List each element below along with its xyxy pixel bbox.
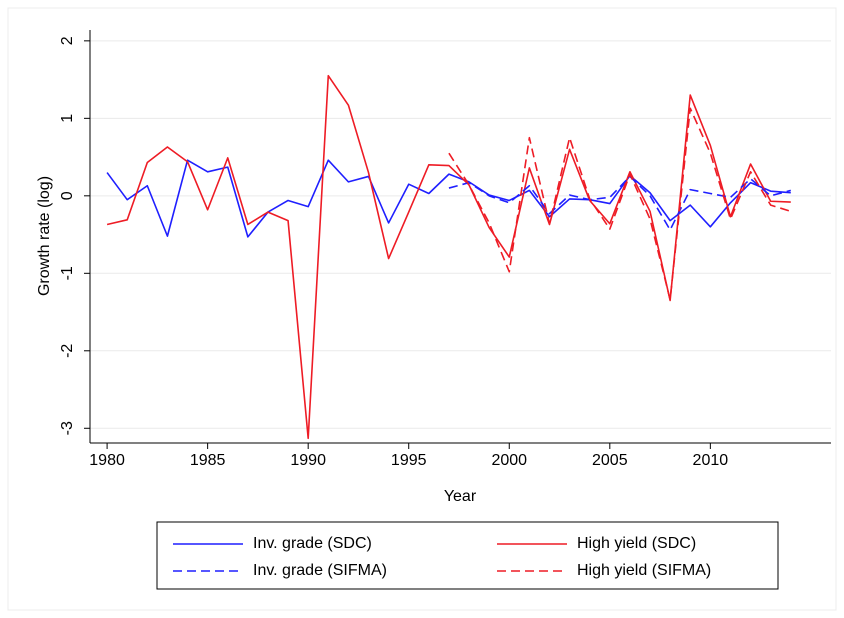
- legend-box: [156, 521, 779, 590]
- series-line: [106, 159, 791, 238]
- x-tick-label: 1995: [391, 452, 427, 469]
- series-line: [448, 175, 791, 231]
- x-tick-label: 2000: [491, 452, 527, 469]
- y-tick-label: -3: [59, 421, 76, 435]
- y-tick-label: -1: [59, 266, 76, 280]
- x-tick-label: 2010: [693, 452, 729, 469]
- x-axis-title: Year: [444, 488, 477, 505]
- y-tick-label: 0: [59, 191, 76, 200]
- x-tick-label: 1990: [290, 452, 326, 469]
- series-line: [448, 107, 792, 301]
- y-tick-label: 2: [59, 36, 76, 45]
- x-tick-label: 1980: [89, 452, 125, 469]
- legend-label: Inv. grade (SIFMA): [253, 562, 387, 579]
- y-tick-label: -2: [59, 344, 76, 358]
- legend-label: High yield (SDC): [577, 535, 696, 552]
- y-tick-label: 1: [59, 114, 76, 123]
- legend-label: High yield (SIFMA): [577, 562, 711, 579]
- graph-frame: [7, 7, 837, 611]
- y-axis-title: Growth rate (log): [36, 176, 53, 296]
- x-tick-label: 2005: [592, 452, 628, 469]
- legend-label: Inv. grade (SDC): [253, 535, 372, 552]
- x-tick-label: 1985: [190, 452, 226, 469]
